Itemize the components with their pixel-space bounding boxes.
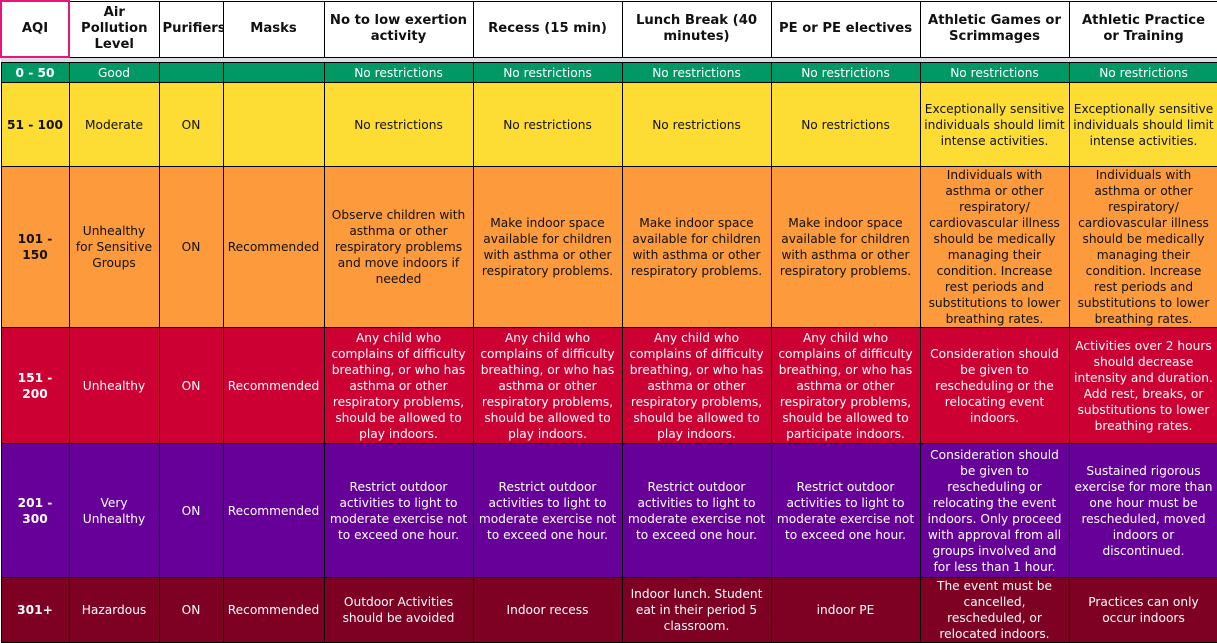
cell-pe: Make indoor space available for children… (770, 166, 921, 328)
cell-pe: No restrictions (770, 82, 921, 167)
cell-low-exertion: Outdoor Activities should be avoided (323, 577, 474, 643)
cell-athletic-games: Consideration should be given to resched… (919, 443, 1070, 578)
table-row-hazardous: 301+ Hazardous ON Recommended Outdoor Activi… (0, 577, 1217, 643)
cell-pe: No restrictions (770, 62, 921, 83)
cell-pollution-level: Good (68, 62, 160, 83)
cell-pollution-level: Hazardous (68, 577, 160, 643)
cell-aqi: 151 - 200 (0, 327, 70, 444)
header-aqi: AQI (0, 0, 70, 58)
cell-masks: Recommended (222, 577, 325, 643)
cell-athletic-practice: Individuals with asthma or other respira… (1068, 166, 1217, 328)
cell-recess: Restrict outdoor activities to light to … (472, 443, 623, 578)
cell-recess: Indoor recess (472, 577, 623, 643)
cell-masks: Recommended (222, 166, 325, 328)
cell-pollution-level: Unhealthy for Sensitive Groups (68, 166, 160, 328)
cell-low-exertion: No restrictions (323, 82, 474, 167)
cell-aqi: 101 - 150 (0, 166, 70, 328)
cell-lunch-break: No restrictions (621, 62, 772, 83)
cell-lunch-break: Restrict outdoor activities to light to … (621, 443, 772, 578)
header-pe: PE or PE electives (770, 0, 921, 58)
cell-athletic-practice: Activities over 2 hours should decrease … (1068, 327, 1217, 444)
cell-lunch-break: Indoor lunch. Student eat in their perio… (621, 577, 772, 643)
cell-athletic-practice: No restrictions (1068, 62, 1217, 83)
table-row-usg: 101 - 150 Unhealthy for Sensitive Groups O… (0, 166, 1217, 328)
cell-pe: Restrict outdoor activities to light to … (770, 443, 921, 578)
cell-athletic-practice: Exceptionally sensitive individuals shou… (1068, 82, 1217, 167)
cell-athletic-practice: Practices can only occur indoors (1068, 577, 1217, 643)
cell-masks (222, 62, 325, 83)
cell-low-exertion: No restrictions (323, 62, 474, 83)
header-low-exertion: No to low exertion activity (323, 0, 474, 58)
header-row: AQI Air Pollution Level Purifiers Masks No t… (0, 0, 1217, 58)
cell-lunch-break: Make indoor space available for children… (621, 166, 772, 328)
cell-recess: No restrictions (472, 82, 623, 167)
cell-athletic-games: Individuals with asthma or other respira… (919, 166, 1070, 328)
header-purifiers: Purifiers (158, 0, 224, 58)
table-row-unhealthy: 151 - 200 Unhealthy ON Recommended Any child… (0, 327, 1217, 444)
cell-athletic-games: The event must be cancelled, rescheduled… (919, 577, 1070, 643)
cell-pollution-level: Unhealthy (68, 327, 160, 444)
cell-recess: No restrictions (472, 62, 623, 83)
cell-pe: Any child who complains of difficulty br… (770, 327, 921, 444)
cell-lunch-break: No restrictions (621, 82, 772, 167)
cell-masks (222, 82, 325, 167)
header-pollution-level: Air Pollution Level (68, 0, 160, 58)
cell-purifiers: ON (158, 577, 224, 643)
cell-pe: indoor PE (770, 577, 921, 643)
header-masks: Masks (222, 0, 325, 58)
cell-aqi: 0 - 50 (0, 62, 70, 83)
cell-pollution-level: Moderate (68, 82, 160, 167)
header-lunch-break: Lunch Break (40 minutes) (621, 0, 772, 58)
cell-athletic-games: No restrictions (919, 62, 1070, 83)
cell-athletic-games: Exceptionally sensitive individuals shou… (919, 82, 1070, 167)
cell-recess: Make indoor space available for children… (472, 166, 623, 328)
table-row-good: 0 - 50 Good No restrictions No restrictions… (0, 62, 1217, 83)
header-athletic-games: Athletic Games or Scrimmages (919, 0, 1070, 58)
cell-purifiers (158, 62, 224, 83)
header-recess: Recess (15 min) (472, 0, 623, 58)
cell-athletic-games: Consideration should be given to resched… (919, 327, 1070, 444)
cell-masks: Recommended (222, 443, 325, 578)
cell-aqi: 201 - 300 (0, 443, 70, 578)
cell-lunch-break: Any child who complains of difficulty br… (621, 327, 772, 444)
cell-recess: Any child who complains of difficulty br… (472, 327, 623, 444)
cell-athletic-practice: Sustained rigorous exercise for more tha… (1068, 443, 1217, 578)
cell-low-exertion: Restrict outdoor activities to light to … (323, 443, 474, 578)
cell-aqi: 51 - 100 (0, 82, 70, 167)
cell-purifiers: ON (158, 327, 224, 444)
cell-low-exertion: Any child who complains of difficulty br… (323, 327, 474, 444)
cell-purifiers: ON (158, 166, 224, 328)
cell-low-exertion: Observe children with asthma or other re… (323, 166, 474, 328)
cell-pollution-level: Very Unhealthy (68, 443, 160, 578)
table-row-very-unhealthy: 201 - 300 Very Unhealthy ON Recommended Rest… (0, 443, 1217, 578)
cell-purifiers: ON (158, 443, 224, 578)
cell-aqi: 301+ (0, 577, 70, 643)
cell-purifiers: ON (158, 82, 224, 167)
header-athletic-practice: Athletic Practice or Training (1068, 0, 1217, 58)
cell-masks: Recommended (222, 327, 325, 444)
table-row-moderate: 51 - 100 Moderate ON No restrictions No rest… (0, 82, 1217, 167)
